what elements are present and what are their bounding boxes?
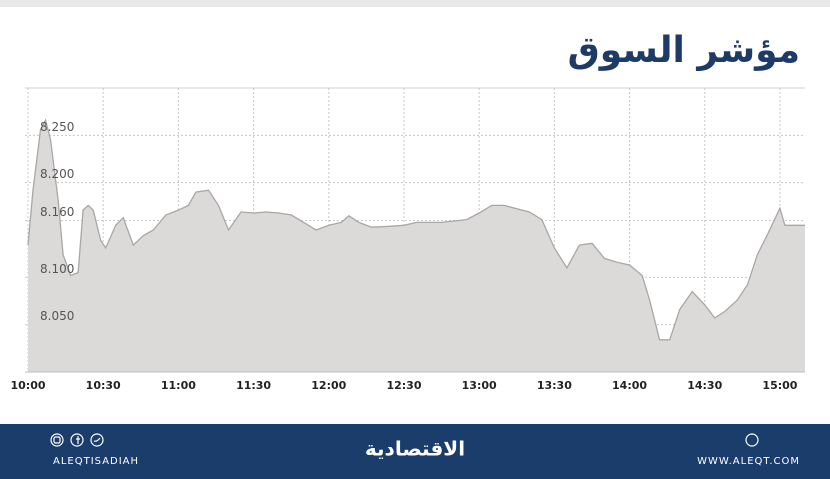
x-tick-label: 10:00 — [10, 379, 45, 392]
x-tick-label: 15:00 — [762, 379, 797, 392]
y-tick-label: 8.250 — [40, 120, 74, 134]
area — [28, 120, 805, 372]
line — [27, 118, 805, 341]
x-tick-label: 11:00 — [161, 379, 196, 392]
x-tick-label: 10:30 — [86, 379, 121, 392]
top-strip — [0, 0, 830, 7]
social-icons — [50, 433, 104, 447]
footer-url: WWW.ALEQT.COM — [697, 456, 800, 467]
x-tick-label: 12:30 — [386, 379, 421, 392]
x-tick-label: 14:30 — [687, 379, 722, 392]
x-tick-label: 12:00 — [311, 379, 346, 392]
x-tick-label: 13:30 — [537, 379, 572, 392]
y-tick-label: 8.100 — [40, 262, 74, 276]
chart-title: مؤشر السوق — [568, 30, 800, 71]
x-tick-label: 14:00 — [612, 379, 647, 392]
x-tick-label: 11:30 — [236, 379, 271, 392]
y-tick-label: 8.200 — [40, 167, 74, 181]
footer-band — [0, 424, 830, 479]
footer-logo: الاقتصادية — [365, 437, 465, 461]
x-tick-label: 13:00 — [462, 379, 497, 392]
web-icon — [745, 433, 759, 447]
plot-area: 10:00 10:30 11:00 11:30 12:00 12:30 13:00 13:30… — [10, 87, 805, 392]
footer-handle: ALEQTISADIAH — [53, 456, 139, 467]
y-tick-label: 8.160 — [40, 205, 74, 219]
y-tick-label: 8.050 — [40, 309, 74, 323]
